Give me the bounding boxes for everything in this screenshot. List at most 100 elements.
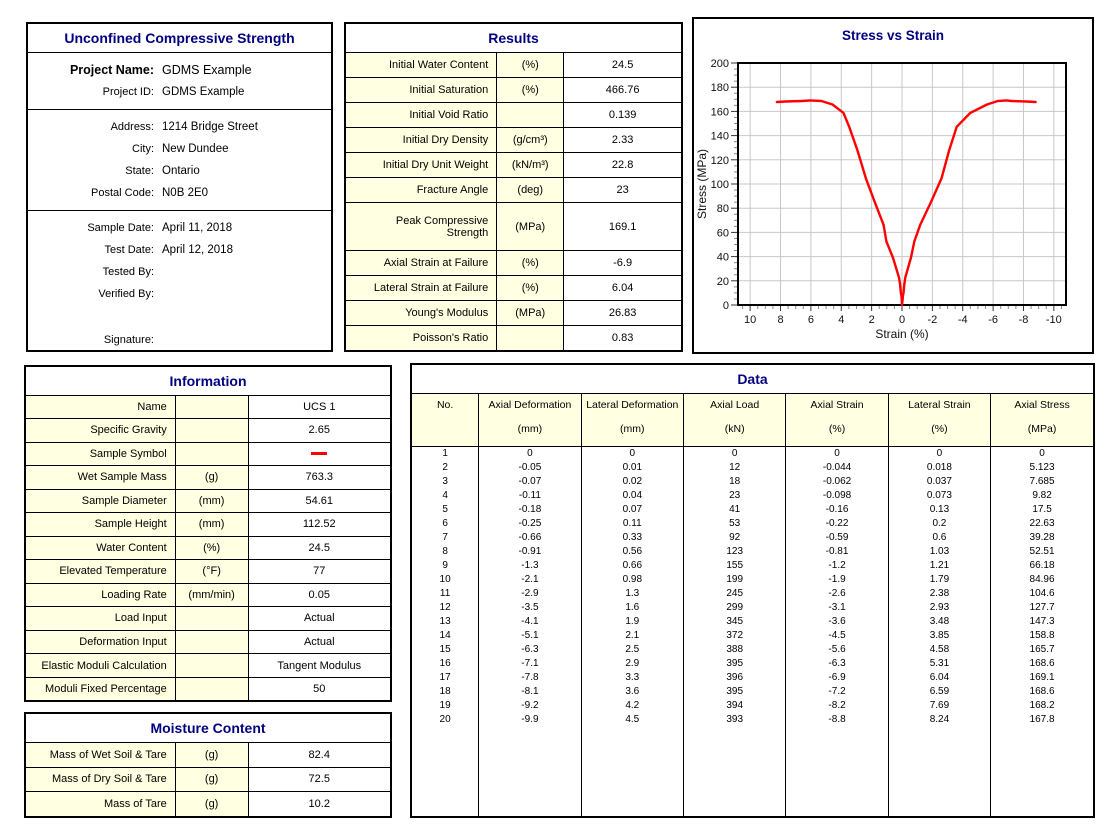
row-label: Sample Symbol bbox=[26, 441, 176, 467]
data-table: No. Axial Deformation (mm) Lateral Deformat… bbox=[412, 394, 1093, 816]
table-row: 10 -2.1 0.98 199 -1.9 1.79 84.96 bbox=[412, 573, 1093, 587]
data-cell: 1.79 bbox=[887, 573, 992, 587]
data-cell: -9.9 bbox=[478, 713, 582, 727]
table-row: Mass of Dry Soil & Tare (g) 72.5 bbox=[26, 766, 390, 793]
table-row: 5 -0.18 0.07 41 -0.16 0.13 17.5 bbox=[412, 503, 1093, 517]
column-header: No. bbox=[412, 394, 480, 447]
row-value: 54.61 bbox=[247, 488, 390, 514]
stress-strain-chart-panel: Stress vs Strain 10 8 6 4 2 0 -2 -4 -6 -8 -10 0 20 40… bbox=[692, 17, 1094, 354]
data-cell: 0.56 bbox=[580, 545, 684, 559]
results-table: Initial Water Content (%) 24.5 Initial Satu… bbox=[346, 52, 681, 350]
data-cell: 0.11 bbox=[580, 517, 684, 531]
y-tick-label: 20 bbox=[717, 276, 729, 288]
data-cell: 2 bbox=[412, 461, 480, 475]
data-panel: Data No. Axial Deformation (mm) Lateral Def… bbox=[410, 363, 1095, 818]
row-unit: (MPa) bbox=[496, 300, 565, 327]
row-label: Mass of Tare bbox=[26, 791, 176, 816]
table-row: Elevated Temperature (°F) 77 bbox=[26, 559, 390, 584]
y-tick-label: 40 bbox=[717, 252, 729, 264]
table-row: 19 -9.2 4.2 394 -8.2 7.69 168.2 bbox=[412, 699, 1093, 713]
data-cell: 168.6 bbox=[990, 685, 1093, 699]
data-cell: -3.5 bbox=[478, 601, 582, 615]
data-cell: 0 bbox=[990, 446, 1093, 461]
x-tick-label: -2 bbox=[927, 314, 937, 326]
table-row: 2 -0.05 0.01 12 -0.044 0.018 5.123 bbox=[412, 461, 1093, 475]
row-label: Lateral Strain at Failure bbox=[346, 275, 498, 302]
row-unit bbox=[174, 441, 249, 467]
data-cell: 155 bbox=[682, 559, 787, 573]
row-value: 26.83 bbox=[563, 300, 681, 327]
information-table: Name UCS 1 Specific Gravity 2.65 Sample Symb… bbox=[26, 395, 390, 700]
row-unit bbox=[174, 418, 249, 443]
row-unit: (mm) bbox=[174, 512, 249, 537]
data-cell: -1.3 bbox=[478, 559, 582, 573]
data-cell: -3.1 bbox=[785, 601, 889, 615]
table-row: 13 -4.1 1.9 345 -3.6 3.48 147.3 bbox=[412, 615, 1093, 629]
data-cell: -0.81 bbox=[785, 545, 889, 559]
row-value: 0.139 bbox=[563, 101, 681, 128]
y-tick-label: 200 bbox=[711, 58, 729, 70]
data-cell: 396 bbox=[682, 671, 787, 685]
data-cell: 0.02 bbox=[580, 475, 684, 489]
data-cell: 0.037 bbox=[887, 475, 992, 489]
data-cell: 1 bbox=[412, 446, 480, 461]
sample-symbol-line bbox=[311, 452, 328, 456]
data-cell: -0.25 bbox=[478, 517, 582, 531]
row-label: Initial Saturation bbox=[346, 76, 498, 103]
row-value: UCS 1 bbox=[247, 395, 390, 420]
data-cell: -0.59 bbox=[785, 531, 889, 545]
project-field: Sample Date: April 11, 2018 bbox=[28, 217, 331, 239]
field-label: Address: bbox=[110, 121, 154, 133]
data-cell: -0.05 bbox=[478, 461, 582, 475]
table-row: Initial Void Ratio 0.139 bbox=[346, 101, 681, 128]
y-tick-label: 0 bbox=[723, 300, 729, 312]
data-cell: 84.96 bbox=[990, 573, 1093, 587]
column-header: Lateral Strain (%) bbox=[887, 394, 992, 447]
data-cell: -0.22 bbox=[785, 517, 889, 531]
row-value: 0.05 bbox=[247, 582, 390, 608]
data-cell: 13 bbox=[412, 615, 480, 629]
results-table-wrap: Initial Water Content (%) 24.5 Initial Satu… bbox=[346, 52, 681, 350]
data-cell: 53 bbox=[682, 517, 787, 531]
table-row: Elastic Moduli Calculation Tangent Modulu… bbox=[26, 653, 390, 678]
data-cell: 14 bbox=[412, 629, 480, 643]
data-cell: -4.5 bbox=[785, 629, 889, 643]
data-cell: 2.38 bbox=[887, 587, 992, 601]
field-value: New Dundee bbox=[162, 143, 229, 155]
data-cell: 12 bbox=[412, 601, 480, 615]
data-cell: 2.1 bbox=[580, 629, 684, 643]
data-cell: 345 bbox=[682, 615, 787, 629]
project-section: Project Name: GDMS Example Project ID: GDMS… bbox=[28, 53, 331, 110]
data-cell: 0 bbox=[478, 446, 582, 461]
data-cell: 104.6 bbox=[990, 587, 1093, 601]
data-cell: 123 bbox=[682, 545, 787, 559]
data-cell: 5.123 bbox=[990, 461, 1093, 475]
row-unit: (mm) bbox=[174, 488, 249, 514]
data-cell: 3.48 bbox=[887, 615, 992, 629]
data-cell: 39.28 bbox=[990, 531, 1093, 545]
data-cell: 158.8 bbox=[990, 629, 1093, 643]
data-cell: 0.07 bbox=[580, 503, 684, 517]
x-tick-label: 10 bbox=[744, 314, 756, 326]
row-unit: (g) bbox=[174, 465, 249, 490]
data-cell: -1.9 bbox=[785, 573, 889, 587]
column-header: Axial Deformation (mm) bbox=[478, 394, 582, 447]
project-sections: Project Name: GDMS Example Project ID: GDMS… bbox=[28, 53, 331, 350]
data-cell: 4.58 bbox=[887, 643, 992, 657]
row-value: 112.52 bbox=[247, 512, 390, 537]
field-label: Verified By: bbox=[98, 288, 154, 300]
project-section: Address: 1214 Bridge Street City: New Dunde… bbox=[28, 110, 331, 211]
table-row: Fracture Angle (deg) 23 bbox=[346, 176, 681, 203]
data-cell: -6.3 bbox=[785, 657, 889, 671]
data-cell: 41 bbox=[682, 503, 787, 517]
field-value: Ontario bbox=[162, 165, 200, 177]
table-row: 17 -7.8 3.3 396 -6.9 6.04 169.1 bbox=[412, 671, 1093, 685]
data-cell: -3.6 bbox=[785, 615, 889, 629]
row-unit: (g/cm³) bbox=[496, 126, 565, 153]
row-label: Initial Dry Unit Weight bbox=[346, 151, 498, 178]
data-cell: 66.18 bbox=[990, 559, 1093, 573]
table-row: 15 -6.3 2.5 388 -5.6 4.58 165.7 bbox=[412, 643, 1093, 657]
data-cell: 20 bbox=[412, 713, 480, 727]
field-label: Sample Date: bbox=[87, 222, 154, 234]
